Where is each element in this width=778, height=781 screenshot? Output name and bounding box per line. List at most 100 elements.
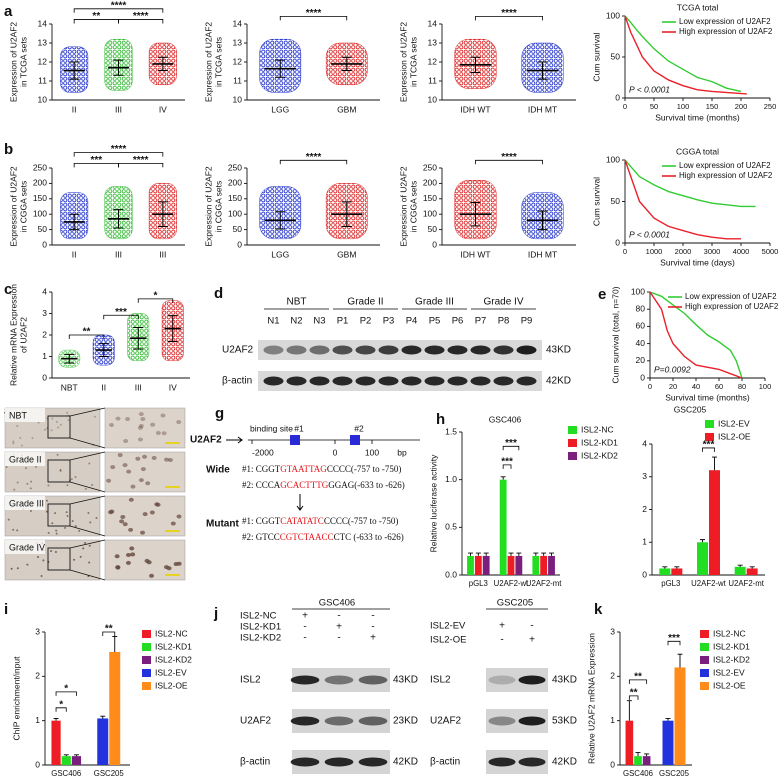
cell: [54, 512, 57, 515]
x-tick-label: II: [101, 382, 106, 392]
blot-band: [332, 376, 353, 386]
x-tick-label: 100: [677, 102, 690, 111]
y-tick-label: 4: [42, 286, 47, 296]
label-bg: [5, 452, 45, 466]
y-axis-label: Relative U2AF2 mRNA Expression: [586, 633, 596, 764]
panel-letter: d: [214, 285, 223, 302]
zoom-box: [47, 459, 71, 483]
blot-band: [263, 376, 284, 386]
bar: [642, 756, 651, 765]
lane-label: P3: [383, 316, 395, 327]
cell: [29, 509, 32, 512]
label-bg: [5, 496, 45, 510]
significance-label: ***: [703, 440, 715, 451]
significance-label: ***: [115, 307, 127, 318]
significance-bracket: [502, 445, 520, 451]
blot-band: [324, 675, 354, 685]
blot-band: [355, 345, 376, 355]
blot-band: [488, 757, 516, 767]
cell: [130, 484, 136, 489]
x-tick-label: 20: [669, 382, 677, 391]
y-tick-label: 0: [42, 372, 47, 382]
y-tick-label: 10: [233, 94, 243, 104]
protein-label: β-actin: [222, 376, 252, 387]
error-bar: [533, 552, 539, 556]
cell: [170, 521, 176, 526]
cell: [43, 428, 46, 431]
x-tick-label: 4000: [733, 247, 750, 256]
y-tick-label: 12: [38, 56, 48, 66]
significance-label: *: [154, 291, 158, 302]
cell: [64, 526, 67, 529]
y-axis-label: Cum survival: [591, 32, 601, 81]
survival-curve: [649, 291, 743, 379]
cell: [70, 478, 73, 481]
x-tick-label: GSC205: [94, 769, 125, 778]
sign: +: [302, 611, 308, 622]
y-axis-label: Cum survival: [591, 177, 601, 226]
y-tick-label: 3: [610, 626, 615, 636]
cell: [84, 487, 87, 490]
cell: [176, 514, 182, 519]
x-tick-label: IDH WT: [460, 249, 490, 259]
cell: [110, 465, 116, 470]
axis-label: bp: [397, 447, 407, 457]
x-axis-label: Survival time (months): [655, 112, 740, 122]
panel-letter: c: [4, 281, 12, 298]
zoom-lines: [69, 539, 106, 581]
y-tick-label: 150: [228, 193, 242, 203]
cell: [74, 476, 77, 479]
cell: [26, 482, 29, 485]
cell: [82, 547, 85, 550]
cell: [109, 423, 115, 428]
sequence-post: GGAG(-633 to -626): [328, 480, 405, 490]
chart-title: TCGA total: [677, 2, 719, 12]
bar: [467, 555, 474, 575]
cell: [74, 525, 77, 528]
y-tick-label: 2: [642, 504, 647, 514]
cell: [37, 421, 40, 424]
cell: [95, 516, 98, 519]
legend-swatch: [142, 669, 151, 677]
y-tick-label: 13: [428, 37, 438, 47]
size-label: 43KD: [393, 675, 418, 686]
legend-swatch: [142, 643, 151, 651]
zoom-box: [47, 547, 71, 571]
group-label: Grade II: [347, 297, 383, 308]
protein-label: ISL2: [430, 675, 451, 686]
cell: [145, 481, 151, 486]
panel-letter: b: [4, 141, 13, 158]
cell: [55, 420, 58, 423]
mutant-label: Mutant: [206, 519, 239, 530]
legend-swatch: [700, 630, 709, 638]
blot-strip: [258, 340, 542, 360]
y-tick-label: 14: [38, 18, 48, 28]
legend-swatch: [142, 656, 151, 664]
legend-label: ISL2-EV: [155, 667, 187, 677]
cell: [115, 416, 121, 421]
panel-letter: h: [436, 411, 445, 428]
error-bar: [549, 552, 555, 556]
condition-label: ISL2-NC: [240, 611, 277, 622]
cell: [144, 558, 150, 563]
sign: -: [337, 633, 340, 644]
y-tick-label: 0: [42, 239, 47, 249]
error-bar: [665, 718, 671, 721]
y-tick-label: 100: [631, 286, 645, 296]
y-tick-label: 100: [33, 208, 47, 218]
bar: [51, 720, 61, 765]
bar: [474, 555, 482, 575]
panel-letter: i: [4, 601, 8, 618]
y-tick-label: 50: [611, 51, 621, 61]
y-tick-label: 2: [35, 671, 40, 681]
cell: [130, 552, 136, 557]
sequence-pre: #1: CGGT: [242, 516, 281, 526]
cell: [40, 575, 43, 578]
sign: +: [370, 633, 376, 644]
cell: [138, 423, 144, 428]
cell: [88, 462, 91, 465]
cell: [30, 480, 33, 483]
y-axis-label: Expression of U2AF2: [398, 22, 408, 103]
cell: [26, 563, 29, 566]
